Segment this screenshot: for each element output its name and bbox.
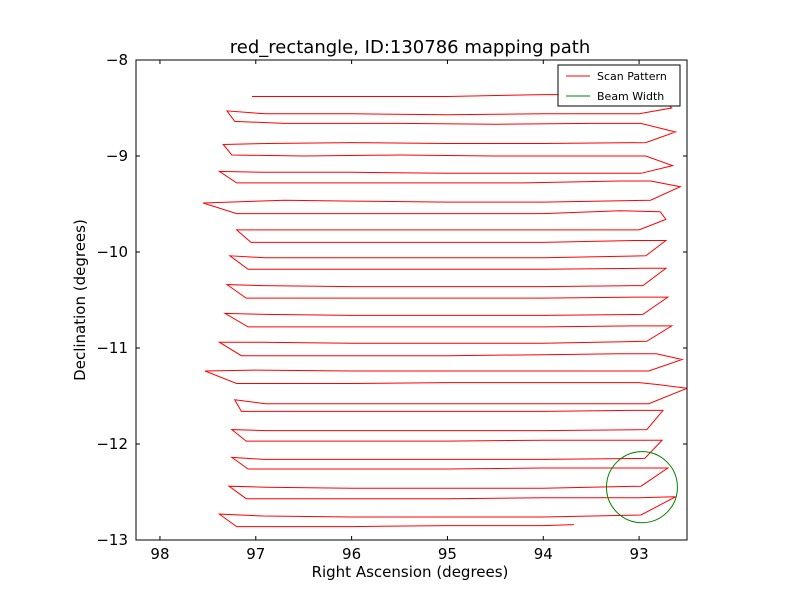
plot-area [202,94,687,528]
y-tick-label: −11 [96,339,128,357]
plot-frame [135,59,688,541]
y-tick-label: −8 [106,51,128,69]
x-tick-label: 95 [438,545,457,563]
x-tick-label: 97 [246,545,265,563]
scan-pattern-line [202,94,687,528]
x-tick-label: 96 [342,545,361,563]
chart-title: red_rectangle, ID:130786 mapping path [230,37,590,58]
y-tick-label: −9 [106,147,128,165]
x-tick-label: 98 [150,545,169,563]
legend-label-scan-pattern: Scan Pattern [597,70,667,83]
y-tick-label: −12 [96,435,128,453]
x-tick-label: 93 [630,545,649,563]
axis-ticks: 98 97 96 95 94 93 −8 −9 −10 −11 −12 −13 [96,51,687,563]
x-tick-label: 94 [534,545,553,563]
beam-width-circle [606,451,678,524]
legend: Scan Pattern Beam Width [557,64,681,107]
legend-box [557,64,681,107]
y-axis-label: Declination (degrees) [71,219,89,381]
x-axis-label: Right Ascension (degrees) [312,563,509,581]
y-tick-label: −13 [96,531,128,549]
legend-label-beam-width: Beam Width [597,90,664,103]
y-tick-label: −10 [96,243,128,261]
